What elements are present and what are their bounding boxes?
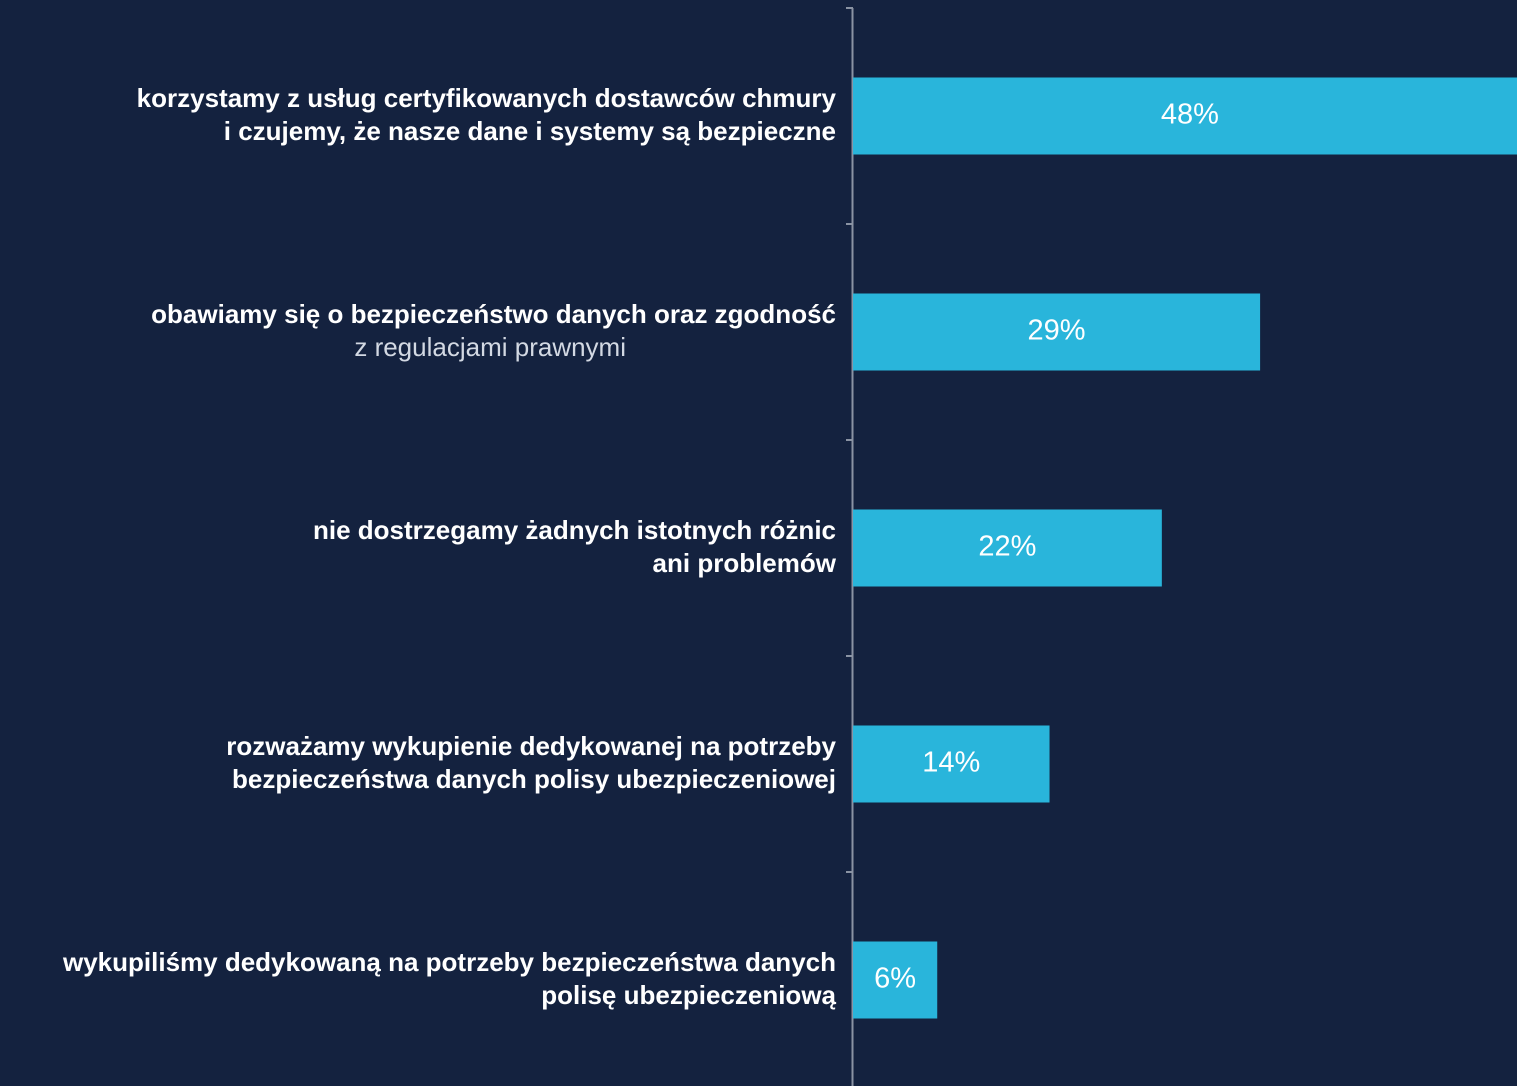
category-label: z regulacjami prawnymi xyxy=(354,332,626,362)
value-label: 14% xyxy=(922,747,980,779)
bar xyxy=(853,941,938,1019)
category-label: rozważamy wykupienie dedykowanej na potr… xyxy=(226,731,836,761)
value-label: 48% xyxy=(1161,99,1219,131)
category-label: polisę ubezpieczeniową xyxy=(541,980,836,1010)
bar xyxy=(853,77,1517,155)
category-label: nie dostrzegamy żadnych istotnych różnic xyxy=(313,515,836,545)
category-label: ani problemów xyxy=(653,548,837,578)
category-label: obawiamy się o bezpieczeństwo danych ora… xyxy=(151,299,836,329)
bar xyxy=(853,725,1050,803)
bar xyxy=(853,293,1261,371)
category-label: korzystamy z usług certyfikowanych dosta… xyxy=(137,83,837,113)
category-label: bezpieczeństwa danych polisy ubezpieczen… xyxy=(232,764,836,794)
category-label: i czujemy, że nasze dane i systemy są be… xyxy=(224,116,836,146)
value-label: 6% xyxy=(874,963,916,995)
value-label: 29% xyxy=(1028,315,1086,347)
value-label: 22% xyxy=(978,531,1036,563)
bar xyxy=(853,509,1162,587)
category-label: wykupiliśmy dedykowaną na potrzeby bezpi… xyxy=(62,947,836,977)
